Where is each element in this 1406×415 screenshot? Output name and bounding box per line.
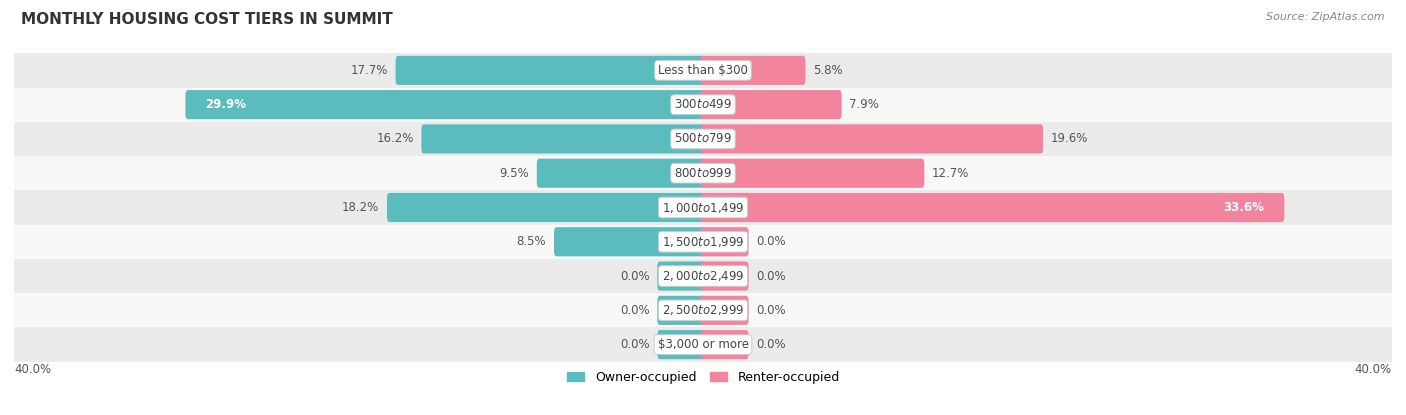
FancyBboxPatch shape [387,193,706,222]
Text: $800 to $999: $800 to $999 [673,167,733,180]
Text: 8.5%: 8.5% [516,235,547,248]
FancyBboxPatch shape [700,56,806,85]
Bar [14,225,1392,259]
Text: 0.0%: 0.0% [756,304,786,317]
Text: 40.0%: 40.0% [14,364,51,376]
Text: 40.0%: 40.0% [1355,364,1392,376]
Text: 16.2%: 16.2% [377,132,413,145]
FancyBboxPatch shape [422,124,706,154]
Bar [14,122,1392,156]
Text: 0.0%: 0.0% [620,270,650,283]
Text: $500 to $799: $500 to $799 [673,132,733,145]
FancyBboxPatch shape [395,56,706,85]
Text: 12.7%: 12.7% [932,167,970,180]
Text: 0.0%: 0.0% [620,338,650,351]
Text: 33.6%: 33.6% [1223,201,1264,214]
FancyBboxPatch shape [700,296,748,325]
Text: $2,500 to $2,999: $2,500 to $2,999 [662,303,744,317]
Text: 9.5%: 9.5% [499,167,529,180]
Text: $1,500 to $1,999: $1,500 to $1,999 [662,235,744,249]
FancyBboxPatch shape [700,124,1043,154]
Bar [14,190,1392,225]
Text: 0.0%: 0.0% [620,304,650,317]
Bar [14,259,1392,293]
FancyBboxPatch shape [554,227,706,256]
Text: $2,000 to $2,499: $2,000 to $2,499 [662,269,744,283]
FancyBboxPatch shape [700,90,842,119]
FancyBboxPatch shape [700,261,748,290]
Text: Less than $300: Less than $300 [658,64,748,77]
FancyBboxPatch shape [700,193,1284,222]
Text: 5.8%: 5.8% [813,64,842,77]
Bar [14,88,1392,122]
Text: 19.6%: 19.6% [1050,132,1088,145]
Text: 18.2%: 18.2% [342,201,380,214]
Bar [14,293,1392,327]
Text: 0.0%: 0.0% [756,235,786,248]
FancyBboxPatch shape [700,159,924,188]
Text: $3,000 or more: $3,000 or more [658,338,748,351]
FancyBboxPatch shape [186,90,706,119]
Bar [14,156,1392,190]
Bar [14,327,1392,362]
FancyBboxPatch shape [658,261,706,290]
Text: MONTHLY HOUSING COST TIERS IN SUMMIT: MONTHLY HOUSING COST TIERS IN SUMMIT [21,12,392,27]
Legend: Owner-occupied, Renter-occupied: Owner-occupied, Renter-occupied [567,371,839,384]
Text: 0.0%: 0.0% [756,338,786,351]
FancyBboxPatch shape [658,296,706,325]
FancyBboxPatch shape [537,159,706,188]
Text: 17.7%: 17.7% [350,64,388,77]
Bar [14,53,1392,88]
Text: 0.0%: 0.0% [756,270,786,283]
Text: 29.9%: 29.9% [205,98,246,111]
Text: Source: ZipAtlas.com: Source: ZipAtlas.com [1267,12,1385,22]
Text: $1,000 to $1,499: $1,000 to $1,499 [662,200,744,215]
Text: $300 to $499: $300 to $499 [673,98,733,111]
FancyBboxPatch shape [700,227,748,256]
Text: 7.9%: 7.9% [849,98,879,111]
FancyBboxPatch shape [658,330,706,359]
FancyBboxPatch shape [700,330,748,359]
